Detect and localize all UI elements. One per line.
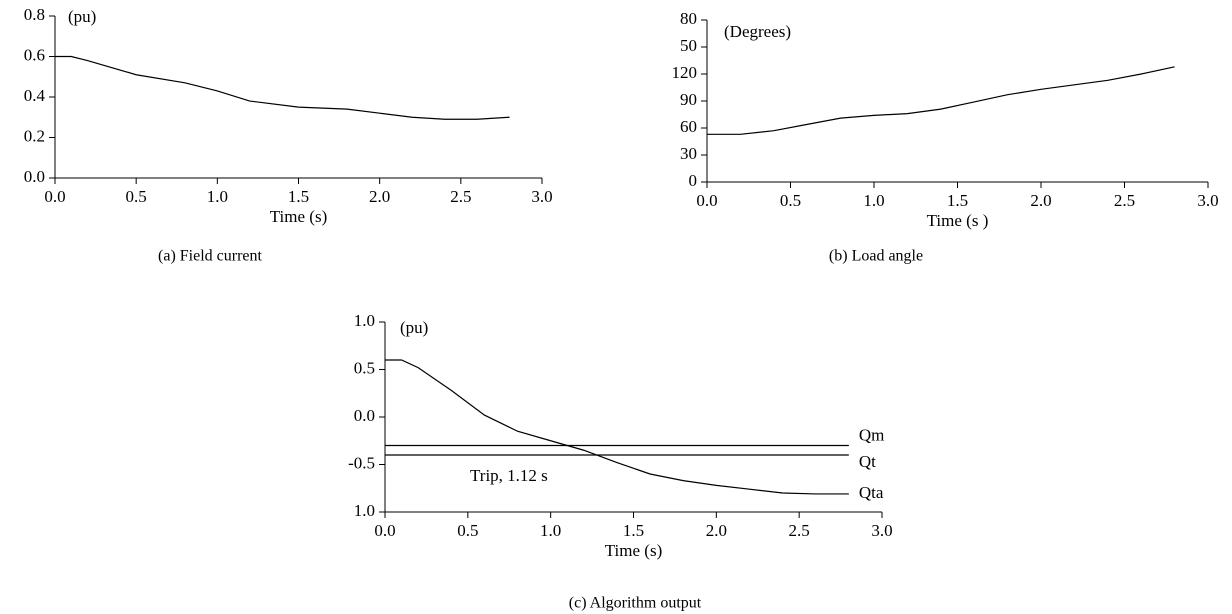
y-tick-label: 50 bbox=[680, 36, 697, 55]
y-tick-label: 1.0 bbox=[354, 311, 375, 330]
chart-title: (b) Load angle bbox=[829, 248, 923, 265]
chart-title: (a) Field current bbox=[158, 248, 263, 265]
x-tick-label: 3.0 bbox=[531, 187, 552, 206]
x-tick-label: 0.5 bbox=[126, 187, 147, 206]
x-tick-label: 1.5 bbox=[947, 191, 968, 210]
x-tick-label: 2.5 bbox=[789, 521, 810, 540]
series-label: Qm bbox=[859, 425, 885, 444]
x-axis-label: Time (s ) bbox=[927, 211, 989, 230]
chart-title: (c) Algorithm output bbox=[569, 595, 702, 612]
x-tick-label: 0.0 bbox=[374, 521, 395, 540]
x-tick-label: 0.0 bbox=[696, 191, 717, 210]
y-axis-label: (pu) bbox=[68, 7, 96, 26]
x-axis-label: Time (s) bbox=[270, 207, 327, 226]
x-tick-label: 0.5 bbox=[780, 191, 801, 210]
x-tick-label: 0.5 bbox=[457, 521, 478, 540]
x-tick-label: 1.0 bbox=[207, 187, 228, 206]
y-tick-label: 0 bbox=[689, 171, 698, 190]
y-tick-label: 0.6 bbox=[24, 45, 45, 64]
x-tick-label: 2.5 bbox=[1114, 191, 1135, 210]
x-tick-label: 2.0 bbox=[706, 521, 727, 540]
x-tick-label: 2.5 bbox=[450, 187, 471, 206]
y-tick-label: 90 bbox=[680, 90, 697, 109]
y-axis-label: (pu) bbox=[400, 318, 428, 337]
y-tick-label: 60 bbox=[680, 117, 697, 136]
x-tick-label: 1.5 bbox=[623, 521, 644, 540]
x-tick-label: 2.0 bbox=[369, 187, 390, 206]
x-tick-label: 3.0 bbox=[871, 521, 892, 540]
y-tick-label: 0.0 bbox=[24, 167, 45, 186]
x-tick-label: 1.0 bbox=[863, 191, 884, 210]
y-tick-label: -0.5 bbox=[348, 453, 375, 472]
x-tick-label: 1.5 bbox=[288, 187, 309, 206]
series-label: Qta bbox=[859, 483, 884, 502]
y-tick-label: 0.0 bbox=[354, 406, 375, 425]
x-axis-label: Time (s) bbox=[605, 541, 662, 560]
series-line bbox=[385, 359, 849, 495]
y-tick-label: 0.8 bbox=[24, 5, 45, 24]
y-tick-label: 80 bbox=[680, 9, 697, 28]
annotation: Trip, 1.12 s bbox=[470, 466, 548, 485]
y-tick-label: 0.4 bbox=[24, 86, 46, 105]
x-tick-label: 0.0 bbox=[44, 187, 65, 206]
y-tick-label: 30 bbox=[680, 144, 697, 163]
x-tick-label: 2.0 bbox=[1030, 191, 1051, 210]
series-label: Qt bbox=[859, 452, 876, 471]
x-tick-label: 3.0 bbox=[1197, 191, 1218, 210]
series-line bbox=[55, 55, 510, 120]
x-tick-label: 1.0 bbox=[540, 521, 561, 540]
y-tick-label: 1.0 bbox=[354, 501, 375, 520]
y-axis-label: (Degrees) bbox=[724, 22, 791, 41]
series-line bbox=[707, 66, 1175, 135]
y-tick-label: 120 bbox=[672, 63, 698, 82]
y-tick-label: 0.2 bbox=[24, 126, 45, 145]
y-tick-label: 0.5 bbox=[354, 358, 375, 377]
